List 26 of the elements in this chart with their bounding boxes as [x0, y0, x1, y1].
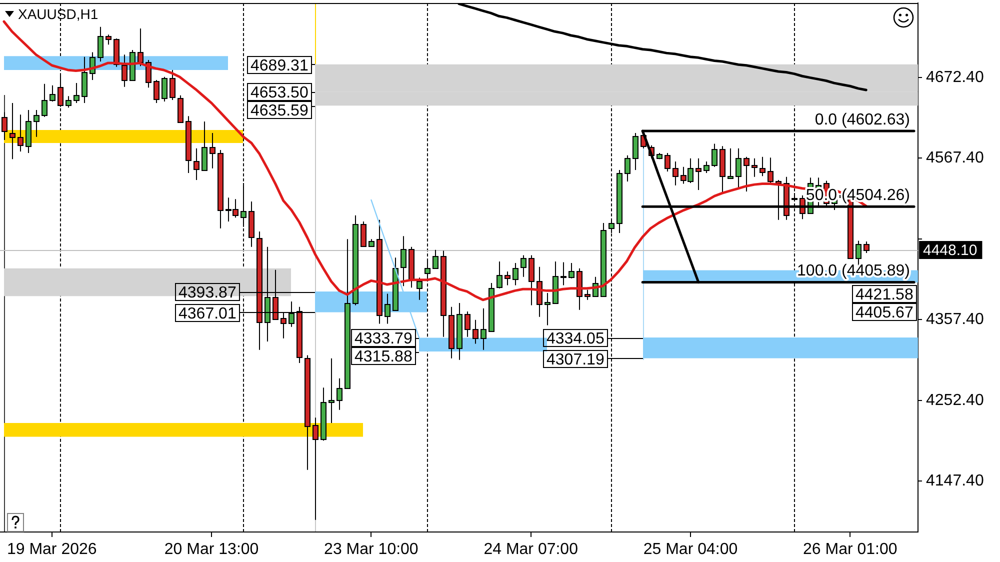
- x-tick-label: 24 Mar 07:00: [484, 541, 578, 558]
- y-tick-label: 4567.40: [926, 150, 984, 167]
- x-tick-label: 23 Mar 10:00: [324, 541, 418, 558]
- chart-title: XAUUSD,H1: [18, 6, 98, 22]
- annotation: 4307.19: [546, 351, 604, 368]
- annotation: 4367.01: [178, 305, 236, 322]
- annotation: 4334.05: [546, 330, 604, 348]
- x-tick-label: 19 Mar 2026: [6, 541, 97, 558]
- y-tick-label: 4147.40: [926, 472, 984, 490]
- annotation: 4653.50: [250, 84, 308, 102]
- annotation: 4393.87: [178, 284, 236, 302]
- annotation: 4315.88: [354, 348, 412, 366]
- annotation: 4689.31: [250, 57, 308, 74]
- annotation: 4405.67: [856, 304, 914, 322]
- annotation: 4635.59: [250, 102, 308, 120]
- x-tick-label: 25 Mar 04:00: [643, 541, 738, 558]
- series-label: 0.0 (4602.63): [814, 111, 910, 128]
- x-tick-label: 20 Mar 13:00: [164, 541, 259, 558]
- ref-line-label: 4448.10: [923, 242, 978, 260]
- series-label: 100.0 (4405.89): [797, 262, 910, 280]
- annotation: 4421.58: [856, 286, 914, 304]
- x-tick-label: 26 Mar 01:00: [803, 541, 898, 558]
- y-tick-label: 4252.40: [926, 392, 984, 409]
- y-tick-label: 4357.40: [926, 311, 984, 328]
- y-tick-label: 4672.40: [926, 68, 984, 86]
- annotation: 4333.79: [354, 330, 412, 348]
